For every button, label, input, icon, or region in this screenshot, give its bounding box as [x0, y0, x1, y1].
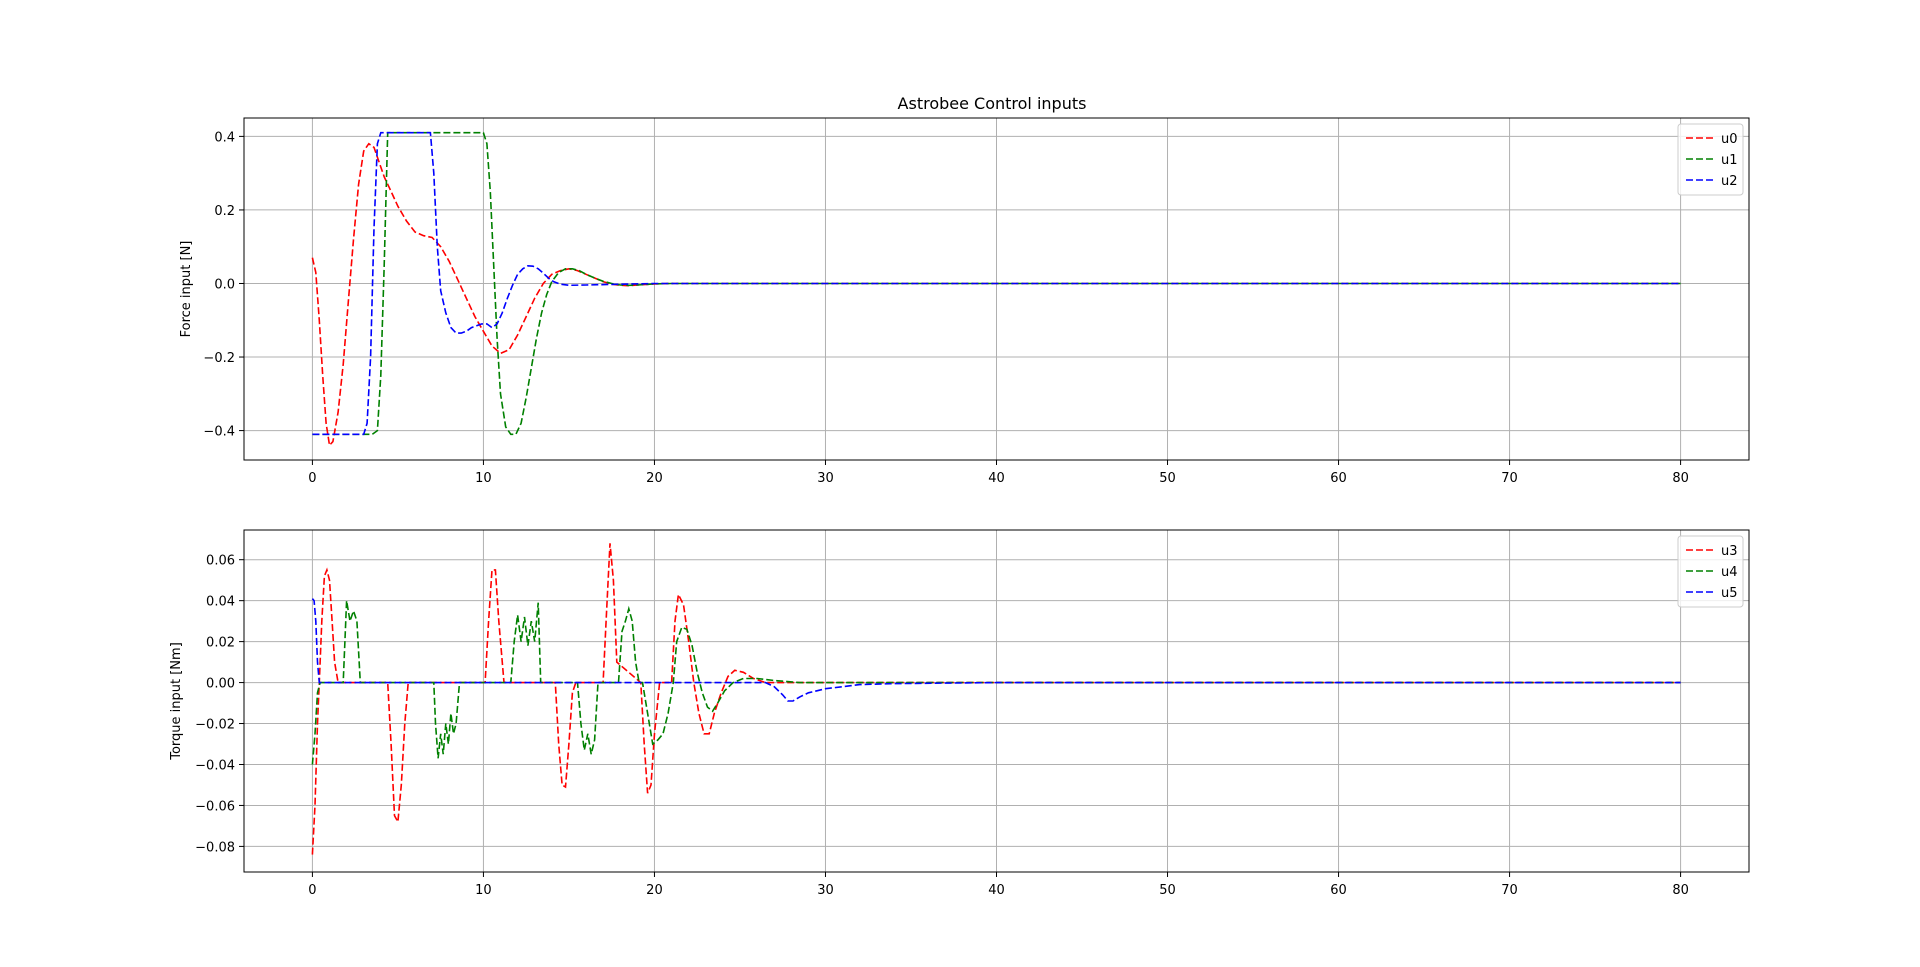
- force-x-tick-label: 40: [988, 471, 1005, 486]
- force-legend: u0 u1 u2: [1677, 123, 1744, 196]
- force-x-tick-label: 20: [646, 471, 663, 486]
- series-u4-line: [311, 600, 1681, 765]
- torque-x-tick-label: 80: [1672, 883, 1689, 898]
- force-x-tick-label: 30: [817, 471, 834, 486]
- force-x-tick-label: 70: [1501, 471, 1518, 486]
- legend-label-u4: u4: [1721, 565, 1738, 580]
- torque-grid: [244, 530, 1749, 872]
- legend-label-u1: u1: [1721, 153, 1738, 168]
- force-y-ticks: −0.4 −0.2 0.0 0.2 0.4: [203, 130, 244, 440]
- torque-x-ticks: 0 10 20 30 40 50 60 70 80: [308, 872, 1689, 898]
- torque-y-ticks: −0.08 −0.06 −0.04 −0.02 0.00 0.02 0.04 0.06: [195, 554, 244, 855]
- force-series: [311, 131, 1681, 448]
- torque-y-axis-label: Torque input [Nm]: [169, 642, 184, 761]
- chart-title: Astrobee Control inputs: [898, 94, 1087, 113]
- torque-x-tick-label: 40: [988, 883, 1005, 898]
- force-y-tick-label: 0.4: [214, 130, 235, 145]
- torque-y-tick-label: −0.02: [195, 718, 235, 733]
- torque-subplot: 0 10 20 30 40 50 60 70 80 −0.08 −0.06 −0.04 −0.02 0.…: [169, 529, 1750, 898]
- force-x-tick-label: 0: [308, 471, 316, 486]
- force-subplot: Astrobee Control inputs 0 10 20 30 40 50 60 70 8…: [179, 94, 1750, 486]
- torque-x-tick-label: 50: [1159, 883, 1176, 898]
- force-x-tick-label: 10: [475, 471, 492, 486]
- force-y-tick-label: 0.0: [214, 277, 235, 292]
- legend-label-u5: u5: [1721, 586, 1738, 601]
- torque-x-tick-label: 0: [308, 883, 316, 898]
- series-u2-line: [312, 131, 1681, 436]
- force-y-tick-label: −0.2: [203, 351, 235, 366]
- series-u5-line: [311, 598, 1681, 702]
- legend-label-u0: u0: [1721, 132, 1738, 147]
- torque-legend: u3 u4 u5: [1677, 535, 1744, 608]
- force-y-axis-label: Force input [N]: [179, 241, 194, 338]
- force-x-ticks: 0 10 20 30 40 50 60 70 80: [308, 460, 1689, 486]
- force-x-tick-label: 60: [1330, 471, 1347, 486]
- torque-x-tick-label: 30: [817, 883, 834, 898]
- torque-y-tick-label: 0.06: [206, 554, 235, 569]
- force-x-tick-label: 80: [1672, 471, 1689, 486]
- series-u0-line: [311, 142, 1681, 448]
- force-x-tick-label: 50: [1159, 471, 1176, 486]
- torque-y-tick-label: −0.04: [195, 758, 235, 773]
- force-y-tick-label: −0.4: [203, 425, 235, 440]
- torque-series: [311, 543, 1681, 855]
- torque-y-tick-label: 0.00: [206, 677, 235, 692]
- torque-y-tick-label: 0.02: [206, 636, 235, 651]
- torque-x-tick-label: 70: [1501, 883, 1518, 898]
- torque-x-tick-label: 60: [1330, 883, 1347, 898]
- legend-label-u3: u3: [1721, 544, 1738, 559]
- torque-y-tick-label: −0.08: [195, 840, 235, 855]
- torque-y-tick-label: −0.06: [195, 799, 235, 814]
- force-y-tick-label: 0.2: [214, 204, 235, 219]
- torque-y-tick-label: 0.04: [206, 595, 235, 610]
- torque-x-tick-label: 20: [646, 883, 663, 898]
- legend-label-u2: u2: [1721, 174, 1738, 189]
- torque-x-tick-label: 10: [475, 883, 492, 898]
